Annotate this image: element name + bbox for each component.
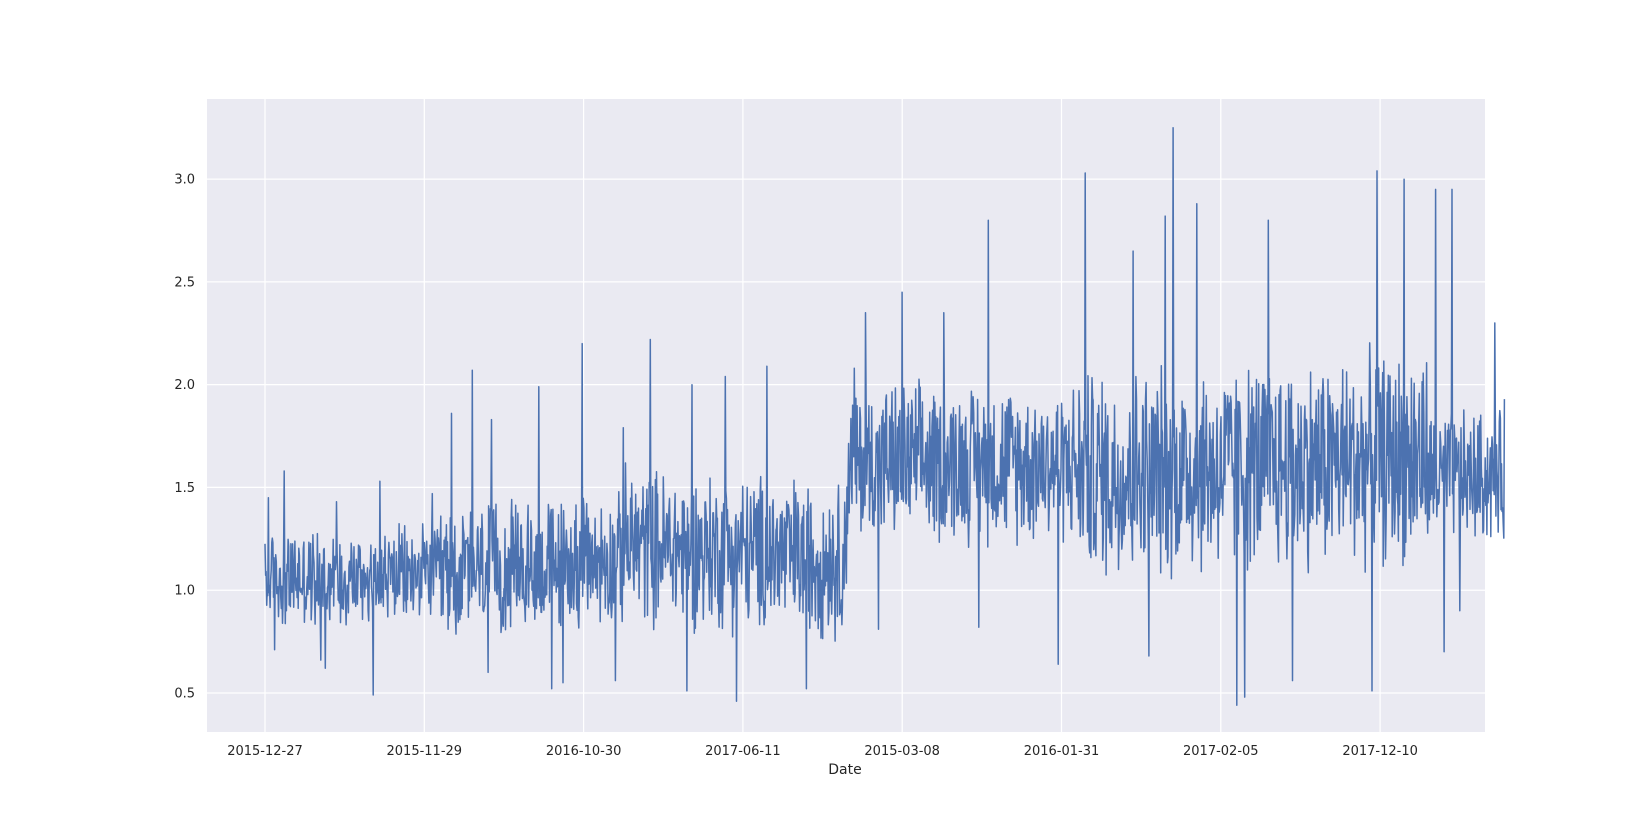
x-tick-label: 2017-12-10 xyxy=(1342,744,1418,759)
y-tick-label: 1.0 xyxy=(174,584,195,599)
x-tick-label: 2017-06-11 xyxy=(705,744,781,759)
x-axis-label: Date xyxy=(828,762,861,778)
y-tick-label: 0.5 xyxy=(174,686,195,701)
grid-lines xyxy=(207,99,1485,732)
x-tick-label: 2015-03-08 xyxy=(864,744,940,759)
y-tick-label: 1.5 xyxy=(174,481,195,496)
x-axis-ticks: 2015-12-27 2015-11-29 2016-10-30 2017-06-11… xyxy=(227,744,1418,759)
x-tick-label: 2017-02-05 xyxy=(1183,744,1259,759)
x-tick-label: 2016-10-30 xyxy=(546,744,622,759)
y-tick-label: 3.0 xyxy=(174,173,195,188)
x-tick-label: 2016-01-31 xyxy=(1024,744,1100,759)
y-tick-label: 2.0 xyxy=(174,378,195,393)
x-tick-label: 2015-12-27 xyxy=(227,744,303,759)
series-line xyxy=(264,127,1506,707)
data-series xyxy=(264,127,1506,707)
x-tick-label: 2015-11-29 xyxy=(387,744,463,759)
y-axis-ticks: 0.5 1.0 1.5 2.0 2.5 3.0 xyxy=(174,173,195,702)
y-tick-label: 2.5 xyxy=(174,275,195,290)
